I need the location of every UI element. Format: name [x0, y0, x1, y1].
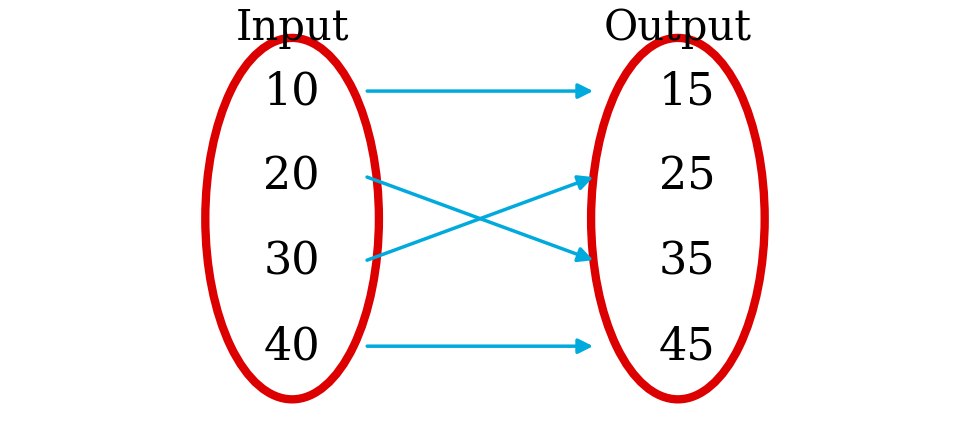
Text: 30: 30 [263, 240, 320, 283]
Text: 20: 20 [263, 155, 320, 198]
Text: 25: 25 [658, 155, 714, 198]
Text: 15: 15 [658, 70, 714, 113]
Text: Output: Output [604, 7, 751, 49]
Text: 10: 10 [263, 70, 320, 113]
Text: 40: 40 [263, 325, 320, 368]
Text: 45: 45 [658, 325, 714, 368]
Text: 35: 35 [658, 240, 714, 283]
Text: Input: Input [235, 7, 349, 49]
